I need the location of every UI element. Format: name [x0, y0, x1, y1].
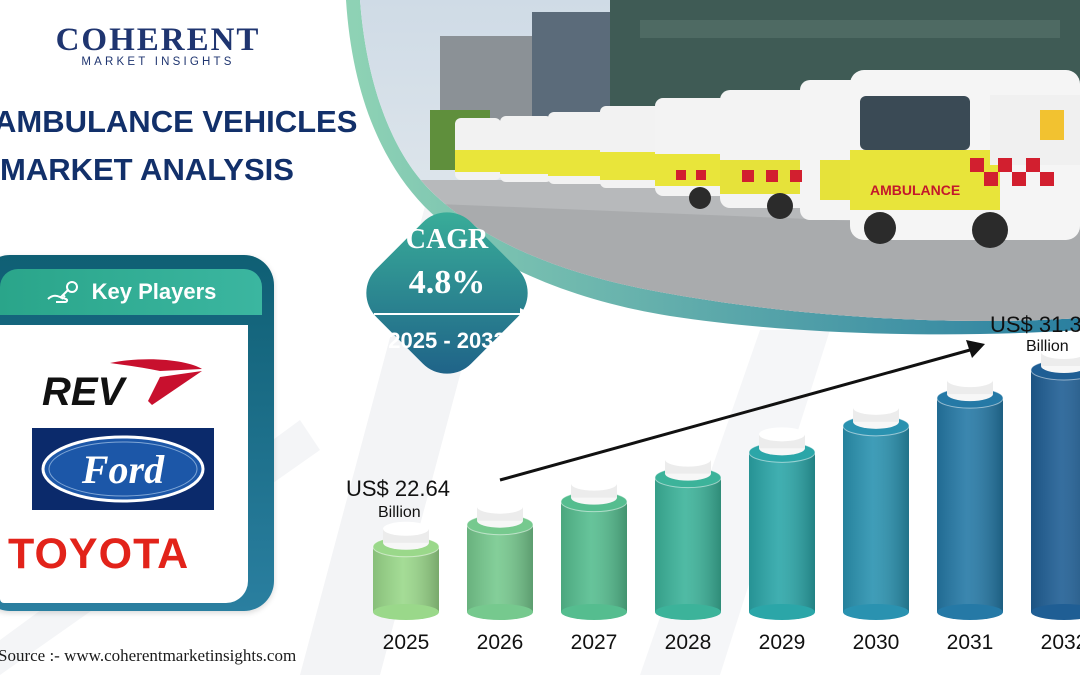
rev-logo: REV: [42, 359, 202, 414]
bar-2027: [560, 476, 628, 620]
bar-2026: [466, 499, 534, 620]
x-tick-label-2031: 2031: [947, 631, 994, 654]
title-line-2: MARKET ANALYSIS: [0, 152, 294, 187]
bar-2025: [372, 521, 440, 620]
x-tick-label-2029: 2029: [759, 631, 806, 654]
end-value-unit: Billion: [1026, 338, 1069, 355]
brand-tagline: MARKET INSIGHTS: [81, 56, 235, 68]
bar-2028: [654, 452, 722, 620]
x-tick-label-2026: 2026: [477, 631, 524, 654]
cagr-label: CAGR: [405, 224, 489, 255]
source-credit: Source :- www.coherentmarketinsights.com: [0, 646, 297, 665]
svg-text:REV: REV: [42, 370, 128, 414]
trend-arrow-line: [499, 348, 971, 482]
ambulance-label: AMBULANCE: [870, 182, 960, 198]
page-title: AMBULANCE VEHICLES MARKET ANALYSIS: [0, 98, 357, 194]
end-value: US$ 31.38: [990, 312, 1080, 337]
bar-2029: [748, 427, 816, 620]
cagr-value: 4.8%: [408, 264, 486, 301]
bar-2031: [936, 373, 1004, 620]
cagr-period: 2025 - 2032: [388, 328, 506, 353]
svg-text:Ford: Ford: [81, 447, 165, 492]
brand-name: COHERENT: [55, 22, 261, 58]
hand-key-icon: [46, 281, 78, 303]
x-tick-label-2027: 2027: [571, 631, 618, 654]
key-players-heading: Key Players: [91, 279, 217, 304]
trend-arrow-head: [966, 340, 985, 358]
x-tick-label-2025: 2025: [383, 631, 430, 654]
bar-2032: [1030, 345, 1080, 620]
brand-logo: COHERENT MARKET INSIGHTS: [52, 22, 264, 68]
start-value: US$ 22.64: [346, 476, 450, 501]
key-players-header: Key Players: [0, 269, 262, 315]
cagr-badge: [366, 212, 532, 374]
x-tick-label-2030: 2030: [853, 631, 900, 654]
start-value-unit: Billion: [378, 504, 421, 521]
ford-logo: Ford: [32, 428, 214, 510]
bar-2030: [842, 400, 910, 620]
x-tick-label-2032: 2032: [1041, 631, 1080, 654]
title-line-1: AMBULANCE VEHICLES: [0, 104, 358, 139]
toyota-logo: TOYOTA: [8, 530, 190, 578]
x-tick-label-2028: 2028: [665, 631, 712, 654]
